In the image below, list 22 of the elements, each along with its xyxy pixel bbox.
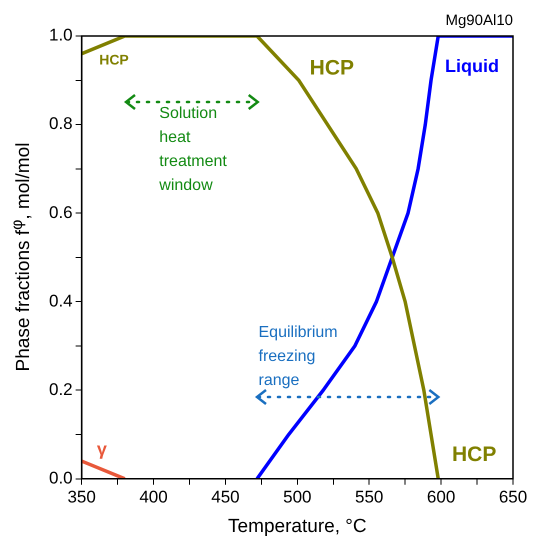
- x-tick-label: 650: [498, 488, 528, 507]
- series-label: γ: [96, 438, 107, 459]
- x-tick-label: 550: [355, 488, 384, 507]
- x-axis-title: Temperature, °C: [228, 516, 367, 537]
- annotation: Solution heat treatment window: [158, 104, 228, 194]
- y-tick-label: 1.0: [48, 26, 73, 45]
- y-tick-label: 0.4: [48, 291, 73, 310]
- x-tick-label: 450: [211, 488, 240, 507]
- chart-title: Mg90Al10: [445, 12, 513, 30]
- y-tick-label: 0.6: [48, 202, 73, 222]
- annotation: Equilibrium freezing range: [258, 324, 338, 390]
- x-tick-label: 400: [139, 488, 168, 507]
- x-tick-label: 500: [283, 488, 312, 507]
- x-tick-label: 600: [426, 488, 456, 507]
- series-label: HCP: [99, 52, 129, 68]
- text: HCP: [310, 56, 354, 80]
- series-label: Liquid: [445, 56, 500, 76]
- y-tick-label: 0.0: [48, 468, 73, 488]
- text: HCP: [452, 443, 496, 466]
- y-tick-label: 0.2: [48, 380, 73, 399]
- x-tick-label: 350: [67, 488, 96, 507]
- y-tick-label: 0.8: [48, 114, 73, 134]
